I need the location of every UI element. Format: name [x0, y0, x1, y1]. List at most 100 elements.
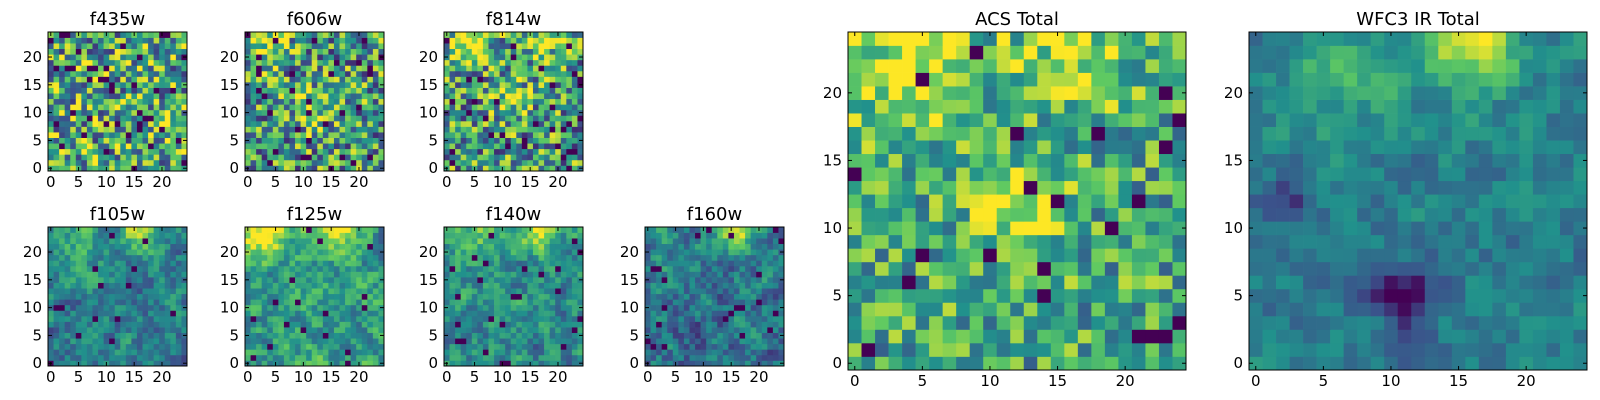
heatmap-cell — [956, 329, 971, 344]
heatmap-cell — [538, 165, 545, 172]
heatmap-cell — [560, 310, 567, 317]
heatmap-cell — [1023, 315, 1038, 330]
heatmap-cell — [283, 54, 290, 61]
heatmap-cell — [356, 65, 363, 72]
heatmap-cell — [477, 65, 484, 72]
heatmap-cell — [915, 342, 930, 357]
heatmap-cell — [577, 354, 584, 361]
heatmap-cell — [516, 360, 523, 367]
heatmap-cell — [544, 93, 550, 100]
x-tick-label: 10 — [493, 173, 512, 191]
heatmap-cell — [114, 249, 121, 256]
heatmap-cell — [717, 232, 724, 239]
heatmap-cell — [114, 37, 121, 44]
heatmap-cell — [75, 338, 82, 345]
heatmap-cell — [181, 98, 188, 105]
heatmap-cell — [915, 221, 930, 236]
heatmap-cell — [361, 343, 368, 350]
heatmap-cell — [300, 260, 307, 267]
heatmap-cell — [516, 32, 523, 38]
heatmap-cell — [538, 349, 545, 356]
heatmap-cell — [103, 137, 110, 144]
heatmap-cell — [322, 265, 329, 272]
heatmap-cell — [645, 349, 651, 356]
heatmap-cell — [92, 360, 99, 367]
heatmap-cell — [711, 227, 718, 233]
heatmap-cell — [566, 332, 573, 339]
heatmap-cell — [283, 87, 290, 94]
heatmap-cell — [761, 338, 768, 345]
heatmap-cell — [521, 65, 528, 72]
heatmap-cell — [494, 254, 500, 261]
heatmap-cell — [372, 243, 379, 250]
heatmap-cell — [577, 299, 584, 306]
heatmap-cell — [661, 315, 668, 322]
heatmap-cell — [81, 126, 88, 133]
heatmap-cell — [695, 304, 701, 311]
heatmap-cell — [929, 288, 943, 303]
heatmap-cell — [566, 249, 573, 256]
heatmap-cell — [650, 327, 657, 333]
heatmap-cell — [356, 159, 363, 166]
heatmap-cell — [267, 293, 274, 300]
heatmap-cell — [577, 154, 584, 161]
heatmap-cell — [488, 48, 495, 55]
heatmap-cell — [81, 98, 88, 105]
heatmap-cell — [300, 238, 307, 245]
heatmap-cell — [164, 243, 171, 250]
heatmap-cell — [510, 243, 517, 250]
heatmap-cell — [272, 310, 279, 317]
heatmap-cell — [64, 249, 71, 256]
heatmap-cell — [538, 343, 545, 350]
heatmap-cell — [378, 115, 385, 122]
heatmap-cell — [1010, 167, 1025, 182]
heatmap-cell — [915, 194, 930, 209]
heatmap-cell — [778, 271, 785, 278]
heatmap-cell — [311, 293, 318, 300]
heatmap-cell — [700, 232, 707, 239]
heatmap-cell — [300, 304, 307, 311]
heatmap-cell — [300, 299, 307, 306]
heatmap-cell — [245, 321, 251, 328]
heatmap-cell — [350, 243, 357, 250]
heatmap-cell — [125, 70, 132, 77]
heatmap-cell — [64, 59, 71, 66]
heatmap-cell — [505, 87, 512, 94]
heatmap-cell — [136, 65, 143, 72]
heatmap-cell — [505, 76, 512, 83]
heatmap-cell — [86, 310, 93, 317]
heatmap-cell — [164, 227, 171, 233]
heatmap-cell — [159, 349, 166, 356]
heatmap-cell — [345, 87, 351, 94]
heatmap-cell — [1037, 221, 1052, 236]
x-tick-label: 15 — [722, 368, 741, 386]
heatmap-cell — [350, 310, 357, 317]
heatmap-cell — [544, 143, 550, 150]
heatmap-cell — [521, 132, 528, 138]
heatmap-cell — [159, 343, 166, 350]
heatmap-cell — [372, 43, 379, 50]
heatmap-cell — [250, 148, 257, 155]
heatmap-cell — [64, 37, 71, 44]
heatmap-cell — [1145, 180, 1160, 195]
heatmap-cell — [477, 232, 484, 239]
heatmap-cell — [103, 154, 110, 161]
heatmap-cell — [356, 70, 363, 77]
heatmap-cell — [120, 87, 127, 94]
heatmap-cell — [120, 59, 127, 66]
heatmap-cell — [499, 299, 506, 306]
heatmap-cell — [148, 154, 154, 161]
heatmap-cell — [261, 59, 268, 66]
heatmap-cell — [322, 70, 329, 77]
heatmap-cell — [245, 232, 251, 239]
heatmap-cell — [64, 82, 71, 88]
heatmap-cell — [289, 59, 296, 66]
heatmap-cell — [283, 288, 290, 295]
heatmap-cell — [367, 37, 374, 44]
heatmap-cell — [131, 238, 138, 245]
heatmap-cell — [328, 104, 335, 111]
heatmap-cell — [339, 310, 346, 317]
heatmap-cell — [59, 87, 66, 94]
heatmap-cell — [267, 93, 274, 100]
heatmap-cell — [59, 104, 66, 111]
